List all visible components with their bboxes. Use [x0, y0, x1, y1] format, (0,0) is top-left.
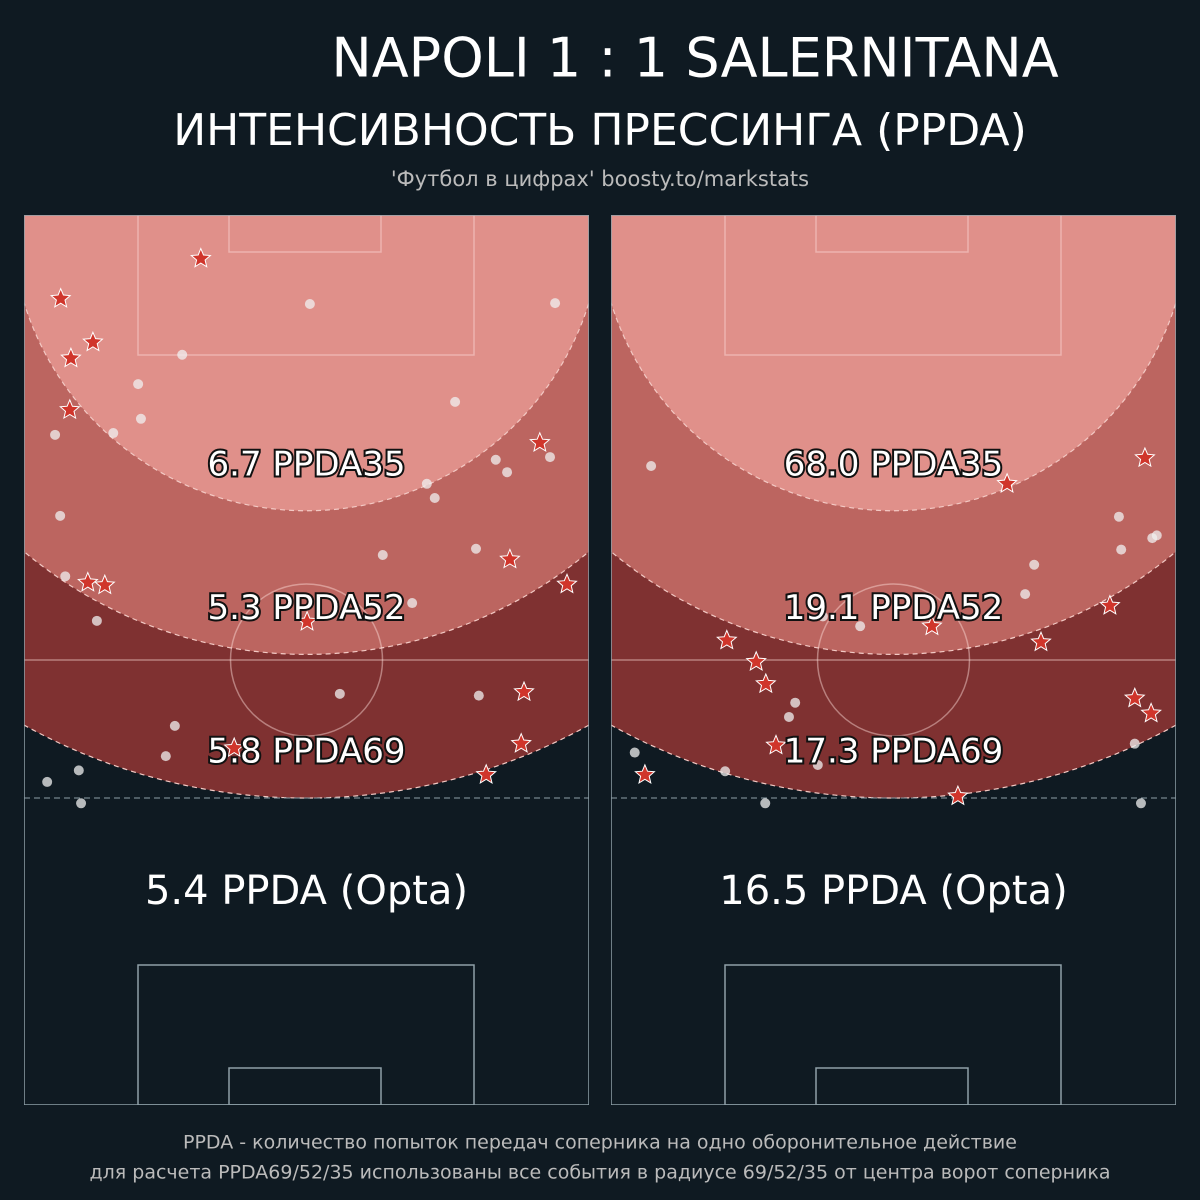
- star: [510, 732, 532, 753]
- star: [59, 398, 81, 420]
- penalty-box: [137, 964, 475, 1105]
- star: [475, 763, 497, 784]
- zone-label: 19.1 PPDA52: [784, 588, 1004, 628]
- dot: [550, 298, 561, 309]
- star: [223, 736, 245, 758]
- zone-label: 5.3 PPDA52: [208, 588, 406, 628]
- star: [1140, 702, 1162, 723]
- star: [190, 247, 212, 268]
- opta-label: 5.4 PPDA (Opta): [145, 868, 468, 914]
- dot: [450, 396, 461, 407]
- dot: [177, 349, 188, 360]
- dot: [91, 615, 102, 626]
- dot: [60, 571, 71, 582]
- star: [82, 331, 104, 352]
- dot: [1113, 511, 1124, 522]
- star: [996, 472, 1018, 493]
- dot: [471, 543, 481, 554]
- dot: [502, 467, 513, 478]
- penalty-box: [724, 964, 1062, 1105]
- six-yard-box: [815, 1067, 969, 1105]
- star: [765, 734, 787, 755]
- dot: [42, 776, 53, 787]
- dot: [473, 690, 484, 701]
- dot: [108, 428, 119, 439]
- dot: [304, 299, 315, 309]
- dot: [1020, 589, 1031, 600]
- dot: [720, 766, 731, 777]
- dot: [855, 621, 866, 632]
- dot: [1129, 738, 1140, 749]
- star: [513, 680, 535, 702]
- star: [921, 614, 943, 636]
- star: [529, 431, 551, 452]
- zone-label: 17.3 PPDA69: [784, 732, 1004, 772]
- star: [94, 573, 116, 595]
- dot: [421, 478, 432, 489]
- dot: [334, 688, 345, 699]
- subtitle: ИНТЕНСИВНОСТЬ ПРЕССИНГА (PPDA): [173, 105, 1026, 156]
- centre-circle: [229, 583, 384, 737]
- pitch-panel: [611, 215, 1176, 1105]
- dot: [73, 765, 84, 776]
- six-yard-box: [228, 215, 382, 253]
- zone: [24, 215, 589, 512]
- zone: [611, 215, 1176, 512]
- star: [1030, 630, 1052, 652]
- dot: [160, 751, 171, 762]
- star: [499, 548, 521, 569]
- star: [716, 629, 738, 650]
- penalty-box: [137, 215, 475, 356]
- dot: [817, 611, 828, 622]
- dot: [169, 720, 180, 731]
- pitch-panel: [24, 215, 589, 1105]
- opta-label: 16.5 PPDA (Opta): [719, 868, 1067, 914]
- star: [947, 784, 969, 806]
- dot: [629, 747, 640, 758]
- dot: [133, 379, 144, 390]
- dot: [545, 452, 556, 463]
- dot: [429, 493, 440, 504]
- penalty-box: [724, 215, 1062, 356]
- dot: [1147, 533, 1158, 544]
- dot: [760, 798, 771, 809]
- dot: [50, 429, 61, 440]
- star: [745, 650, 767, 671]
- dot: [1116, 544, 1127, 555]
- zone-label: 6.7 PPDA35: [208, 444, 406, 484]
- centre-circle: [816, 583, 971, 737]
- dot: [135, 413, 146, 424]
- dot: [55, 510, 66, 521]
- dot: [377, 549, 388, 560]
- star: [296, 610, 318, 631]
- dot: [490, 454, 501, 465]
- dot: [76, 798, 87, 809]
- zone-label: 68.0 PPDA35: [784, 444, 1004, 484]
- footer-line: для расчета PPDA69/52/35 использованы вс…: [90, 1162, 1111, 1184]
- star: [634, 763, 656, 784]
- star: [77, 571, 99, 592]
- dot: [812, 760, 823, 771]
- star: [49, 287, 72, 308]
- footer-line: PPDA - количество попыток передач соперн…: [183, 1132, 1017, 1154]
- star: [60, 347, 82, 368]
- star: [1123, 687, 1146, 708]
- six-yard-box: [228, 1067, 382, 1105]
- dot: [407, 598, 418, 609]
- star: [556, 572, 578, 594]
- dot: [783, 711, 794, 722]
- zone-label: 5.8 PPDA69: [208, 732, 406, 772]
- dot: [790, 697, 801, 708]
- source: 'Футбол в цифрах' boosty.to/markstats: [391, 167, 809, 191]
- dot: [1029, 559, 1040, 570]
- six-yard-box: [815, 215, 969, 253]
- star: [1099, 594, 1121, 615]
- star: [755, 672, 777, 694]
- star: [1134, 446, 1156, 468]
- title: NAPOLI 1 : 1 SALERNITANA: [331, 27, 1058, 90]
- dot: [1135, 798, 1146, 809]
- dot: [646, 460, 657, 471]
